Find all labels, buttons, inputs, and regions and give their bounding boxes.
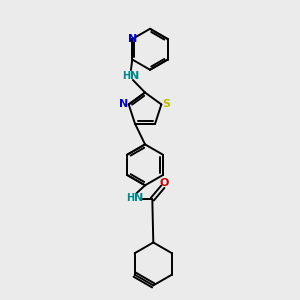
Text: H: H	[122, 71, 130, 81]
Text: S: S	[162, 99, 170, 110]
Text: H: H	[127, 193, 135, 203]
Text: N: N	[134, 193, 143, 203]
Text: N: N	[128, 34, 137, 44]
Text: N: N	[130, 71, 139, 81]
Text: N: N	[119, 99, 129, 110]
Text: O: O	[160, 178, 169, 188]
